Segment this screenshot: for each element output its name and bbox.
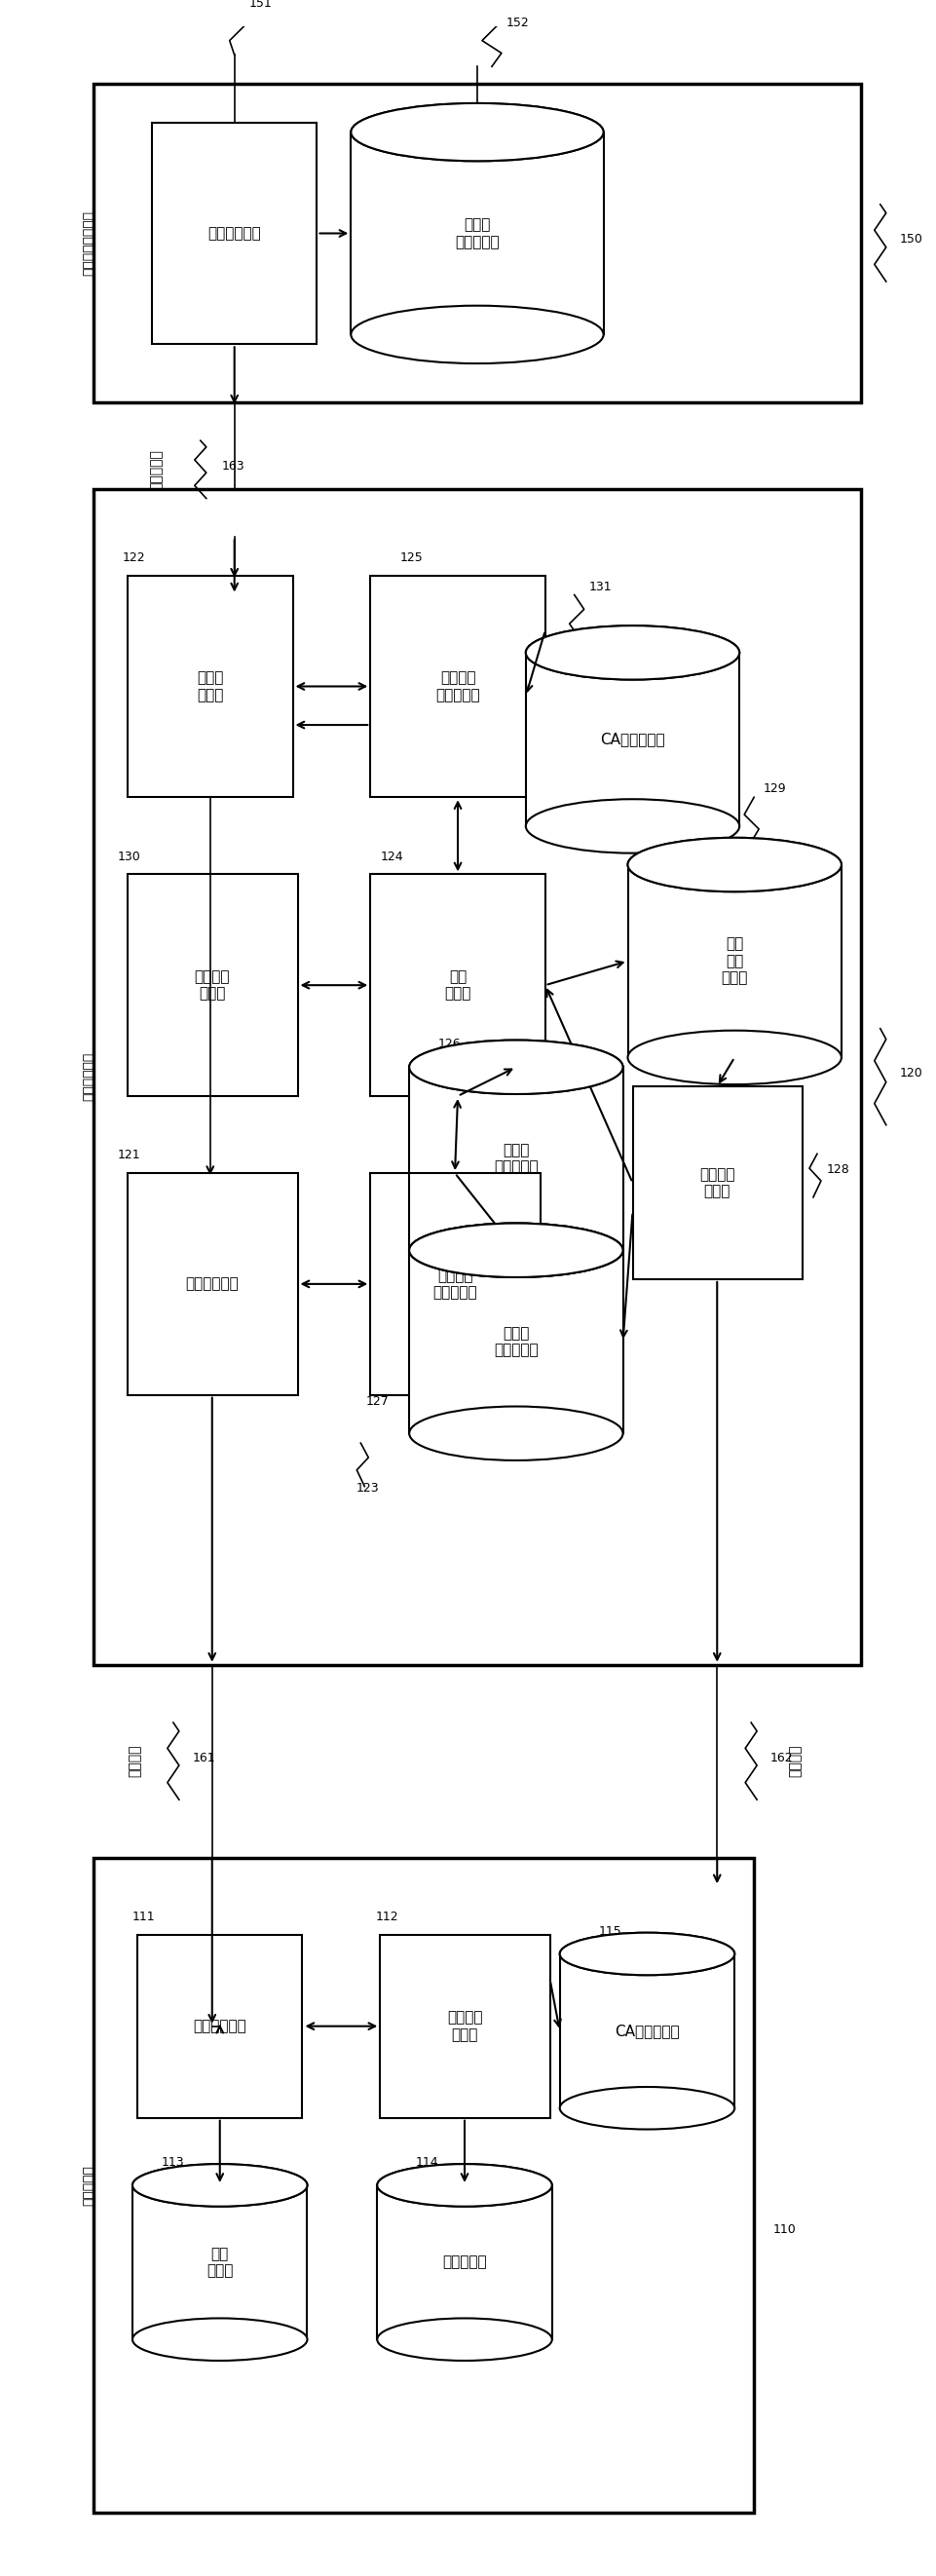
- Text: 服务器
通信部: 服务器 通信部: [197, 670, 224, 703]
- Bar: [370, 574, 545, 796]
- Text: 客户机侧
密码处理部: 客户机侧 密码处理部: [432, 1267, 476, 1301]
- Ellipse shape: [559, 2087, 734, 2130]
- Text: 服务器侧
密码处理部: 服务器侧 密码处理部: [435, 670, 479, 703]
- Text: 中继处理装置: 中继处理装置: [81, 1051, 95, 1100]
- Ellipse shape: [525, 626, 739, 680]
- Bar: [127, 574, 292, 796]
- Text: 128: 128: [826, 1164, 849, 1177]
- Text: 利用者终端: 利用者终端: [81, 2164, 95, 2205]
- Text: 服务器
密鑰保存部: 服务器 密鑰保存部: [455, 216, 499, 250]
- Ellipse shape: [132, 2164, 307, 2208]
- Bar: [380, 1935, 549, 2117]
- Ellipse shape: [351, 103, 603, 162]
- Ellipse shape: [627, 1030, 841, 1084]
- Bar: [138, 1935, 302, 2117]
- Text: 密鑰
保存部: 密鑰 保存部: [206, 2246, 233, 2277]
- Bar: [370, 873, 545, 1095]
- Text: 122: 122: [123, 551, 146, 564]
- Bar: [94, 489, 860, 1664]
- Bar: [152, 124, 316, 345]
- Bar: [409, 1249, 622, 1432]
- Ellipse shape: [132, 2318, 307, 2360]
- Bar: [94, 85, 860, 402]
- Text: 163: 163: [222, 459, 244, 471]
- Text: 131: 131: [589, 580, 611, 592]
- Text: 附加功能
处理部: 附加功能 处理部: [194, 969, 229, 1002]
- Bar: [559, 1955, 734, 2107]
- Text: 129: 129: [763, 783, 786, 796]
- Text: 浏览器处理部: 浏览器处理部: [193, 2020, 246, 2032]
- Text: 161: 161: [193, 1752, 215, 1765]
- Text: 扩展功能
处理部: 扩展功能 处理部: [446, 2009, 482, 2043]
- Text: 通信
控制部: 通信 控制部: [444, 969, 471, 1002]
- Text: 110: 110: [772, 2223, 796, 2236]
- Ellipse shape: [409, 1406, 622, 1461]
- Bar: [127, 873, 298, 1095]
- Text: 162: 162: [769, 1752, 793, 1765]
- Text: CA证书保存部: CA证书保存部: [600, 732, 665, 747]
- Text: 126: 126: [438, 1038, 461, 1051]
- Ellipse shape: [351, 103, 603, 162]
- Ellipse shape: [409, 1224, 622, 1278]
- Ellipse shape: [627, 837, 841, 891]
- Ellipse shape: [409, 1041, 622, 1095]
- Text: 控制线路: 控制线路: [787, 1744, 801, 1777]
- Bar: [377, 2184, 551, 2339]
- Text: 151: 151: [249, 0, 271, 10]
- Text: 130: 130: [118, 850, 141, 863]
- Ellipse shape: [132, 2164, 307, 2208]
- Bar: [370, 1172, 540, 1394]
- Text: 115: 115: [598, 1924, 622, 1937]
- Bar: [94, 1857, 753, 2514]
- Text: 120: 120: [899, 1066, 922, 1079]
- Text: 124: 124: [380, 850, 402, 863]
- Text: 114: 114: [416, 2156, 439, 2169]
- Text: CA证书保存部: CA证书保存部: [614, 2025, 679, 2038]
- Text: 服务器线路: 服务器线路: [150, 448, 164, 489]
- Text: 127: 127: [365, 1394, 388, 1406]
- Text: 代理线路: 代理线路: [127, 1744, 141, 1777]
- Text: 管理
条件
保存部: 管理 条件 保存部: [721, 938, 747, 987]
- Text: 112: 112: [374, 1911, 398, 1924]
- Bar: [525, 652, 739, 827]
- Text: 信息提供处理装置: 信息提供处理装置: [81, 211, 95, 276]
- Text: 123: 123: [356, 1481, 378, 1494]
- Text: 服务器处理部: 服务器处理部: [208, 227, 261, 240]
- Text: 客户机通信部: 客户机通信部: [185, 1278, 239, 1291]
- Bar: [632, 1087, 802, 1280]
- Ellipse shape: [409, 1224, 622, 1278]
- Text: 111: 111: [132, 1911, 155, 1924]
- Text: 服务器
密鑰保存部: 服务器 密鑰保存部: [493, 1327, 538, 1358]
- Text: 152: 152: [505, 15, 529, 28]
- Bar: [409, 1066, 622, 1249]
- Ellipse shape: [351, 307, 603, 363]
- Ellipse shape: [409, 1224, 622, 1278]
- Ellipse shape: [627, 837, 841, 891]
- Ellipse shape: [525, 626, 739, 680]
- Text: 150: 150: [899, 234, 922, 245]
- Bar: [127, 1172, 298, 1394]
- Bar: [627, 866, 841, 1059]
- Bar: [351, 131, 603, 335]
- Text: 121: 121: [118, 1149, 140, 1162]
- Ellipse shape: [525, 799, 739, 853]
- Ellipse shape: [559, 1932, 734, 1976]
- Ellipse shape: [377, 2164, 551, 2208]
- Ellipse shape: [377, 2318, 551, 2360]
- Ellipse shape: [377, 2164, 551, 2208]
- Ellipse shape: [409, 1041, 622, 1095]
- Text: 113: 113: [161, 2156, 184, 2169]
- Bar: [132, 2184, 307, 2339]
- Text: 管理保存部: 管理保存部: [442, 2254, 487, 2269]
- Text: 控制处理
通信部: 控制处理 通信部: [698, 1167, 734, 1198]
- Text: 125: 125: [399, 551, 422, 564]
- Ellipse shape: [559, 1932, 734, 1976]
- Text: 代理用
密鑰保存部: 代理用 密鑰保存部: [493, 1144, 538, 1175]
